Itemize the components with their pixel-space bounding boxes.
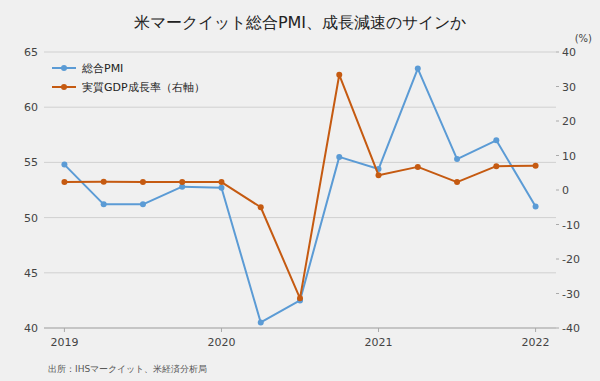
y-tick-label: 45 — [24, 267, 38, 280]
y-tick-label: 50 — [24, 212, 38, 225]
point — [297, 295, 303, 301]
y-tick-label: 40 — [24, 322, 38, 335]
point — [101, 201, 107, 207]
point — [533, 204, 539, 210]
title: 米マークイット総合PMI、成長減速のサインか — [134, 13, 466, 32]
y2-tick-label: -40 — [562, 322, 580, 335]
point — [101, 179, 107, 185]
x-axis — [44, 328, 556, 329]
point — [415, 66, 421, 72]
series-line — [64, 75, 535, 299]
y2-tick-label: -20 — [562, 253, 580, 266]
y-tick-label: 60 — [24, 101, 38, 114]
y2-tick-label: -10 — [562, 219, 580, 232]
grid-line — [44, 217, 556, 218]
legend-label: 総合PMI — [81, 62, 123, 75]
point — [258, 319, 264, 325]
legend: 総合PMI 実質GDP成長率（右軸） — [52, 62, 205, 94]
point — [218, 185, 224, 191]
x-tick-label: 2020 — [207, 336, 235, 349]
y2-tick-label: 20 — [562, 115, 576, 128]
source: 出所：IHSマークイット、米経済分析局 — [48, 364, 207, 374]
point — [336, 154, 342, 160]
y2-tick — [556, 190, 559, 191]
y-tick-label: 65 — [24, 46, 38, 59]
grid-line — [44, 107, 556, 108]
y2-tick-label: 30 — [562, 81, 576, 94]
plot-area — [61, 66, 538, 326]
y2-axis-label: (%) — [575, 33, 592, 44]
legend-marker — [61, 65, 67, 71]
point — [454, 179, 460, 185]
x-tick — [535, 328, 536, 332]
point — [61, 179, 67, 185]
y2-tick — [556, 328, 559, 329]
point — [533, 163, 539, 169]
background — [0, 0, 600, 381]
x-tick-label: 2022 — [522, 336, 550, 349]
grid-line — [44, 52, 556, 53]
y2-tick — [556, 86, 559, 87]
y2-tick — [556, 155, 559, 156]
y2-tick — [556, 293, 559, 294]
point — [140, 179, 146, 185]
point — [376, 172, 382, 178]
y2-tick — [556, 259, 559, 260]
point — [415, 164, 421, 170]
point — [336, 72, 342, 78]
y2-tick-label: 40 — [562, 46, 576, 59]
y2-tick — [556, 224, 559, 225]
point — [493, 163, 499, 169]
point — [179, 179, 185, 185]
legend-label: 実質GDP成長率（右軸） — [82, 81, 205, 94]
grid-line — [44, 162, 556, 163]
y2-tick-label: -30 — [562, 288, 580, 301]
point — [258, 204, 264, 210]
point — [61, 162, 67, 168]
series-line — [64, 69, 535, 323]
y2-tick — [556, 121, 559, 122]
x-tick — [378, 328, 379, 332]
y-tick-label: 55 — [24, 156, 38, 169]
y2-tick-label: 0 — [562, 184, 569, 197]
grid-line — [44, 272, 556, 273]
chart: 米マークイット総合PMI、成長減速のサインか 40 45 50 55 60 65 -40 -30… — [0, 0, 600, 381]
y2-tick-label: 10 — [562, 150, 576, 163]
x-tick — [64, 328, 65, 332]
point — [493, 137, 499, 143]
point — [454, 156, 460, 162]
x-tick-label: 2021 — [365, 336, 393, 349]
grid-line — [44, 328, 556, 329]
point — [140, 201, 146, 207]
x-tick-label: 2019 — [50, 336, 78, 349]
legend-marker — [61, 84, 67, 90]
point — [218, 179, 224, 185]
y2-tick — [556, 52, 559, 53]
x-tick — [221, 328, 222, 332]
